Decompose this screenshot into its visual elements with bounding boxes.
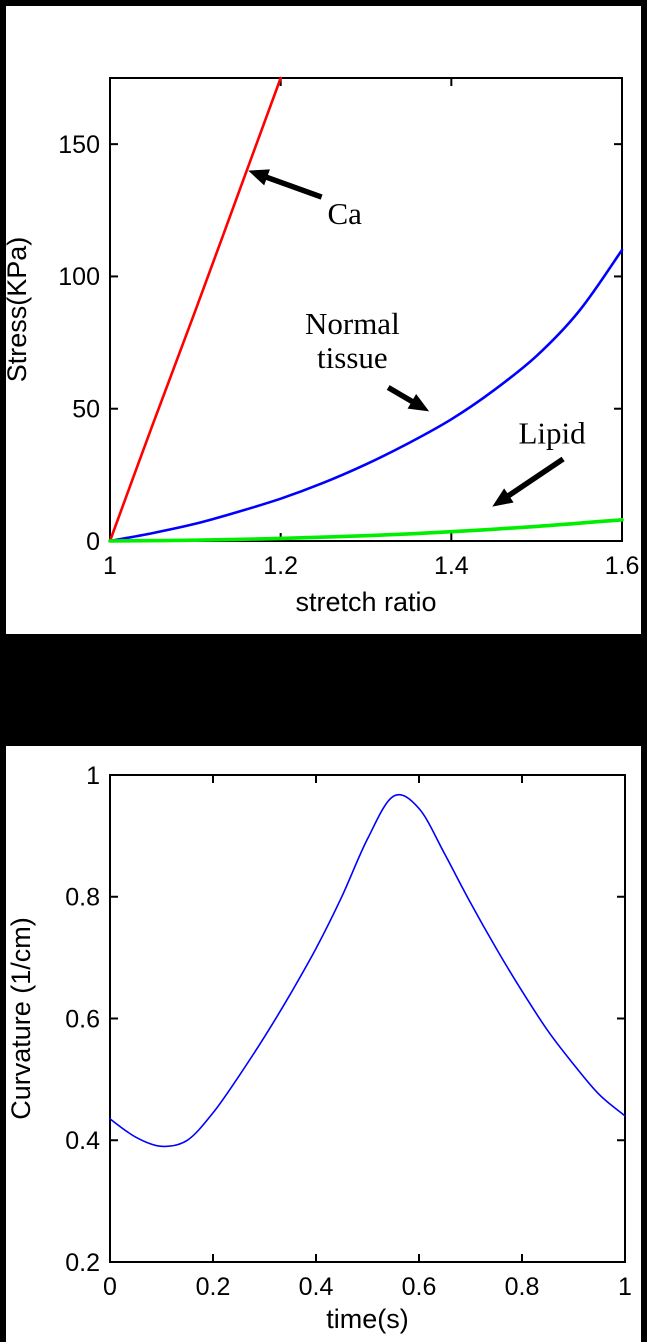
annotation-arrow-shaft xyxy=(386,385,417,406)
annotation-arrow-head xyxy=(407,393,430,412)
series-lipid xyxy=(108,518,624,543)
y-tick-label: 150 xyxy=(58,131,100,159)
y-tick-label: 0.8 xyxy=(65,884,100,912)
annotation-arrow-shaft xyxy=(504,456,565,500)
x-tick-label: 0.4 xyxy=(299,1273,334,1301)
y-axis-label: Stress(KPa) xyxy=(6,237,32,383)
x-tick-label: 1 xyxy=(103,552,117,580)
y-tick-label: 50 xyxy=(72,395,100,423)
stress-chart-panel: 1 1.2 1.4 1.6 0 50 100 150 stretch ratio Stress(K… xyxy=(6,6,641,634)
annotation-arrow-head xyxy=(248,169,270,186)
x-tick-label: 1 xyxy=(618,1273,632,1301)
x-tick-label: 0.6 xyxy=(402,1273,437,1301)
x-tick-label: 1.4 xyxy=(434,552,469,580)
y-tick-label: 0.4 xyxy=(65,1127,100,1155)
x-axis-label: time(s) xyxy=(326,1304,409,1334)
series-normal-tissue xyxy=(108,248,624,543)
x-tick-label: 0 xyxy=(103,1273,117,1301)
annotation-text: tissue xyxy=(317,340,388,375)
y-tick-label: 1 xyxy=(86,762,100,790)
y-tick-label: 0.2 xyxy=(65,1249,100,1277)
curvature-chart-panel: 0 0.2 0.4 0.6 0.8 1 0.2 0.4 0.6 0.8 1 time(s) Curvat… xyxy=(6,746,641,1342)
stress-vs-stretch-chart: 1 1.2 1.4 1.6 0 50 100 150 stretch ratio Stress(K… xyxy=(6,76,640,617)
y-axis-label: Curvature (1/cm) xyxy=(6,917,36,1120)
x-tick-label: 0.8 xyxy=(505,1273,540,1301)
y-tick-label: 100 xyxy=(58,263,100,291)
x-tick-label: 0.2 xyxy=(196,1273,231,1301)
curvature-vs-time-chart: 0 0.2 0.4 0.6 0.8 10.20.40.60.81time(s)Curvat… xyxy=(6,762,632,1334)
y-tick-label: 0.6 xyxy=(65,1005,100,1033)
annotation-text: Lipid xyxy=(518,415,586,450)
annotation-arrow-head xyxy=(492,488,514,507)
series-ca xyxy=(108,76,282,543)
plot-frame xyxy=(109,774,626,1263)
series-curvature xyxy=(109,793,626,1148)
annotation-text: Ca xyxy=(327,196,362,231)
annotation-arrow-shaft xyxy=(262,173,323,200)
x-tick-label: 1.2 xyxy=(263,552,298,580)
y-tick-label: 0 xyxy=(86,528,100,556)
x-tick-label: 1.6 xyxy=(605,552,640,580)
x-axis-label: stretch ratio xyxy=(295,587,436,617)
annotation-text: Normal xyxy=(305,306,400,341)
